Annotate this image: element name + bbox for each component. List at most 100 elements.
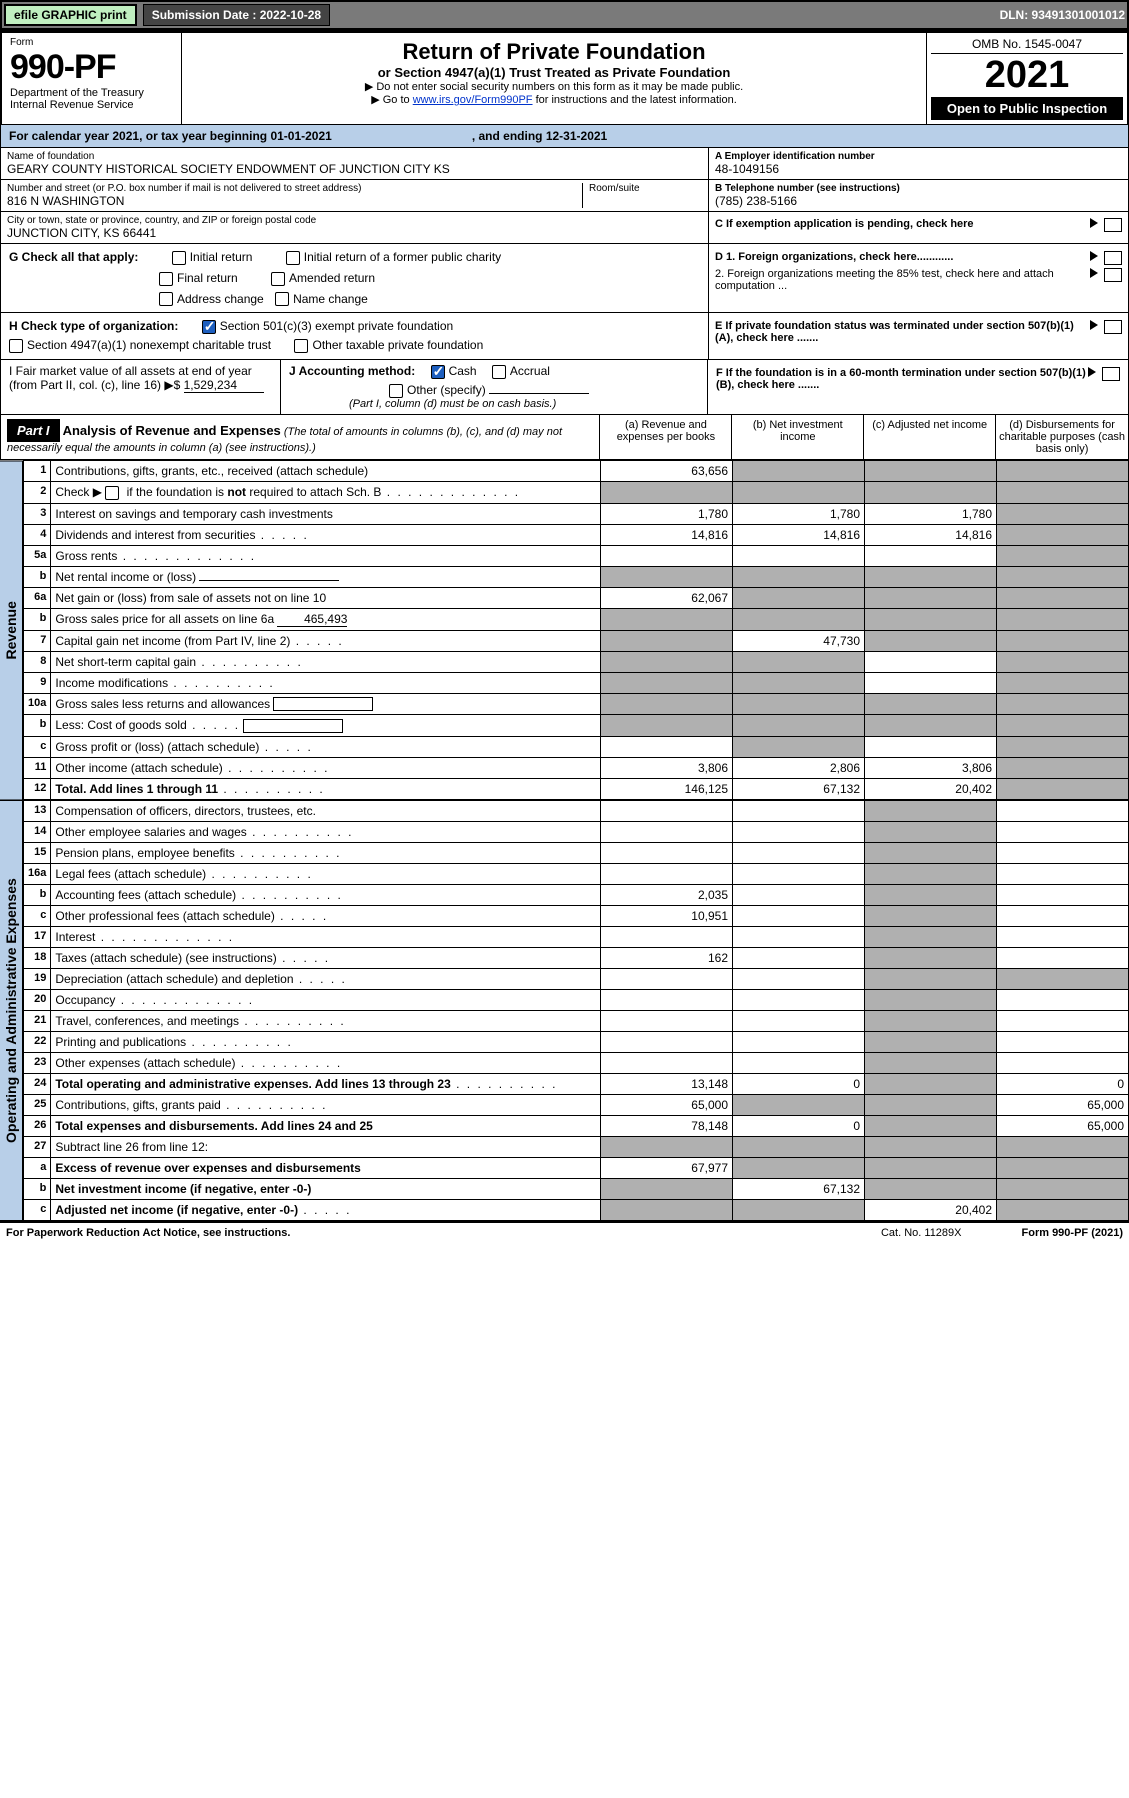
j-note: (Part I, column (d) must be on cash basi…	[349, 398, 699, 410]
addr-label: Number and street (or P.O. box number if…	[7, 183, 582, 194]
table-row: 1Contributions, gifts, grants, etc., rec…	[24, 460, 1129, 481]
expenses-section: Operating and Administrative Expenses 13…	[0, 800, 1129, 1221]
revenue-table: 1Contributions, gifts, grants, etc., rec…	[23, 460, 1129, 800]
table-row: 3Interest on savings and temporary cash …	[24, 503, 1129, 524]
table-row: 27Subtract line 26 from line 12:	[24, 1137, 1129, 1158]
j-label: J Accounting method:	[289, 364, 415, 378]
expenses-side-label: Operating and Administrative Expenses	[0, 800, 23, 1221]
table-row: 6aNet gain or (loss) from sale of assets…	[24, 587, 1129, 608]
open-inspection: Open to Public Inspection	[931, 97, 1123, 120]
g-initial-checkbox[interactable]	[172, 251, 186, 265]
table-row: cOther professional fees (attach schedul…	[24, 906, 1129, 927]
j-other-checkbox[interactable]	[389, 384, 403, 398]
dept: Department of the Treasury	[10, 87, 173, 99]
f-label: F If the foundation is in a 60-month ter…	[716, 367, 1086, 391]
col-c: (c) Adjusted net income	[864, 415, 996, 459]
efile-print-button[interactable]: efile GRAPHIC print	[4, 4, 137, 26]
footer-cat: Cat. No. 11289X	[881, 1227, 962, 1239]
e-label: E If private foundation status was termi…	[715, 320, 1074, 344]
city-label: City or town, state or province, country…	[7, 215, 702, 226]
table-row: 21Travel, conferences, and meetings	[24, 1011, 1129, 1032]
arrow-icon	[1090, 320, 1098, 330]
form990pf-link[interactable]: www.irs.gov/Form990PF	[413, 94, 533, 106]
part1-label: Part I	[7, 419, 60, 442]
g-amended-checkbox[interactable]	[271, 272, 285, 286]
f-checkbox[interactable]	[1102, 367, 1120, 381]
table-row: 24Total operating and administrative exp…	[24, 1074, 1129, 1095]
form-number: 990-PF	[10, 48, 173, 87]
table-row: 11Other income (attach schedule)3,8062,8…	[24, 758, 1129, 779]
table-row: 8Net short-term capital gain	[24, 651, 1129, 672]
h-4947-checkbox[interactable]	[9, 339, 23, 353]
table-row: bGross sales price for all assets on lin…	[24, 608, 1129, 630]
h-501c3-checkbox[interactable]	[202, 320, 216, 334]
expenses-table: 13Compensation of officers, directors, t…	[23, 800, 1129, 1221]
ein: 48-1049156	[715, 162, 1122, 176]
d1-label: D 1. Foreign organizations, check here..…	[715, 251, 953, 263]
calendar-year-row: For calendar year 2021, or tax year begi…	[0, 124, 1129, 148]
e-checkbox[interactable]	[1104, 320, 1122, 334]
identity-block: Name of foundation GEARY COUNTY HISTORIC…	[0, 148, 1129, 244]
table-row: 5aGross rents	[24, 545, 1129, 566]
submission-date: Submission Date : 2022-10-28	[143, 4, 330, 26]
table-row: 25Contributions, gifts, grants paid65,00…	[24, 1095, 1129, 1116]
col-d: (d) Disbursements for charitable purpose…	[996, 415, 1128, 459]
foundation-name: GEARY COUNTY HISTORICAL SOCIETY ENDOWMEN…	[7, 162, 702, 176]
table-row: bNet rental income or (loss)	[24, 566, 1129, 587]
j-accrual-checkbox[interactable]	[492, 365, 506, 379]
arrow-icon	[1090, 218, 1098, 228]
h-label: H Check type of organization:	[9, 319, 178, 333]
section-h-e: H Check type of organization: Section 50…	[0, 313, 1129, 360]
tax-year: 2021	[931, 54, 1123, 97]
omb: OMB No. 1545-0047	[931, 37, 1123, 54]
c-checkbox[interactable]	[1104, 218, 1122, 232]
section-i-j-f: I Fair market value of all assets at end…	[0, 360, 1129, 415]
g-label: G Check all that apply:	[9, 250, 138, 264]
d1-checkbox[interactable]	[1104, 251, 1122, 265]
topbar: efile GRAPHIC print Submission Date : 20…	[0, 0, 1129, 30]
telephone: (785) 238-5166	[715, 194, 1122, 208]
footer-left: For Paperwork Reduction Act Notice, see …	[6, 1227, 290, 1239]
table-row: 22Printing and publications	[24, 1032, 1129, 1053]
table-row: 2Check ▶ if the foundation is not requir…	[24, 481, 1129, 503]
g-addr-checkbox[interactable]	[159, 292, 173, 306]
irs: Internal Revenue Service	[10, 99, 173, 111]
table-row: 26Total expenses and disbursements. Add …	[24, 1116, 1129, 1137]
g-initial-pub-checkbox[interactable]	[286, 251, 300, 265]
table-row: 12Total. Add lines 1 through 11146,12567…	[24, 779, 1129, 800]
d2-checkbox[interactable]	[1104, 268, 1122, 282]
form-title: Return of Private Foundation	[192, 39, 916, 65]
page-footer: For Paperwork Reduction Act Notice, see …	[0, 1221, 1129, 1243]
table-row: 15Pension plans, employee benefits	[24, 843, 1129, 864]
d2-label: 2. Foreign organizations meeting the 85%…	[715, 268, 1090, 292]
street-address: 816 N WASHINGTON	[7, 194, 582, 208]
g-name-checkbox[interactable]	[275, 292, 289, 306]
table-row: 19Depreciation (attach schedule) and dep…	[24, 969, 1129, 990]
table-row: aExcess of revenue over expenses and dis…	[24, 1158, 1129, 1179]
part1-header: Part I Analysis of Revenue and Expenses …	[0, 415, 1129, 460]
table-row: 16aLegal fees (attach schedule)	[24, 864, 1129, 885]
dln: DLN: 93491301001012	[1000, 8, 1125, 22]
revenue-section: Revenue 1Contributions, gifts, grants, e…	[0, 460, 1129, 800]
table-row: 9Income modifications	[24, 672, 1129, 693]
section-g-d: G Check all that apply: Initial return I…	[0, 244, 1129, 313]
table-row: 23Other expenses (attach schedule)	[24, 1053, 1129, 1074]
table-row: 20Occupancy	[24, 990, 1129, 1011]
schb-checkbox[interactable]	[105, 486, 119, 500]
note2: ▶ Go to www.irs.gov/Form990PF for instru…	[192, 93, 916, 106]
fmv-value: 1,529,234	[184, 378, 264, 393]
footer-right: Form 990-PF (2021)	[1022, 1227, 1124, 1239]
col-b: (b) Net investment income	[732, 415, 864, 459]
h-other-tax-checkbox[interactable]	[294, 339, 308, 353]
table-row: 18Taxes (attach schedule) (see instructi…	[24, 948, 1129, 969]
col-a: (a) Revenue and expenses per books	[600, 415, 732, 459]
room-label: Room/suite	[589, 183, 702, 194]
arrow-icon	[1090, 251, 1098, 261]
c-label: C If exemption application is pending, c…	[715, 218, 974, 230]
arrow-icon	[1088, 367, 1096, 377]
tel-label: B Telephone number (see instructions)	[715, 183, 900, 194]
ein-label: A Employer identification number	[715, 151, 875, 162]
g-final-checkbox[interactable]	[159, 272, 173, 286]
j-cash-checkbox[interactable]	[431, 365, 445, 379]
table-row: cGross profit or (loss) (attach schedule…	[24, 737, 1129, 758]
